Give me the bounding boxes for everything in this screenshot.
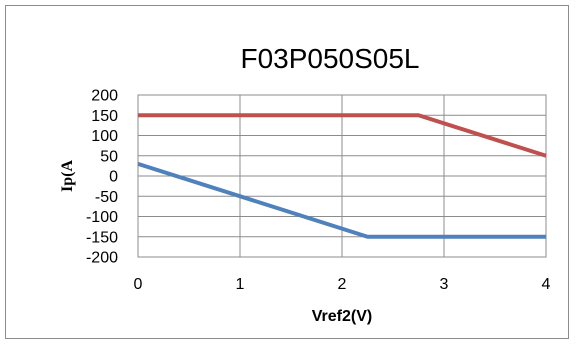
x-tick-label: 0: [134, 276, 143, 293]
y-tick-label: 50: [100, 148, 118, 165]
y-tick-label: -150: [86, 229, 118, 246]
x-tick-label: 3: [440, 276, 449, 293]
gridlines: [137, 94, 547, 258]
y-axis-label: Ip(A: [59, 160, 76, 192]
y-tick-label: -50: [95, 189, 118, 206]
x-tick-label: 2: [338, 276, 347, 293]
x-axis-label: Vref2(V): [312, 308, 372, 325]
plot-area: [137, 94, 547, 258]
y-tick-label: 100: [91, 128, 118, 145]
y-tick-labels: 200 150 100 50 0 -50 -100 -150 -200: [86, 88, 118, 267]
y-tick-label: 0: [109, 169, 118, 186]
y-tick-label: 200: [91, 88, 118, 105]
y-tick-label: -200: [86, 250, 118, 267]
x-tick-labels: 0 1 2 3 4: [134, 276, 551, 293]
chart-title: F03P050S05L: [240, 43, 419, 74]
x-tick-label: 1: [236, 276, 245, 293]
y-tick-label: 150: [91, 108, 118, 125]
y-tick-label: -100: [86, 209, 118, 226]
x-tick-label: 4: [542, 276, 551, 293]
series-lines: [137, 113, 547, 239]
series-line-2: [137, 161, 546, 239]
series-line-1: [138, 113, 547, 158]
chart-frame: [5, 5, 569, 339]
